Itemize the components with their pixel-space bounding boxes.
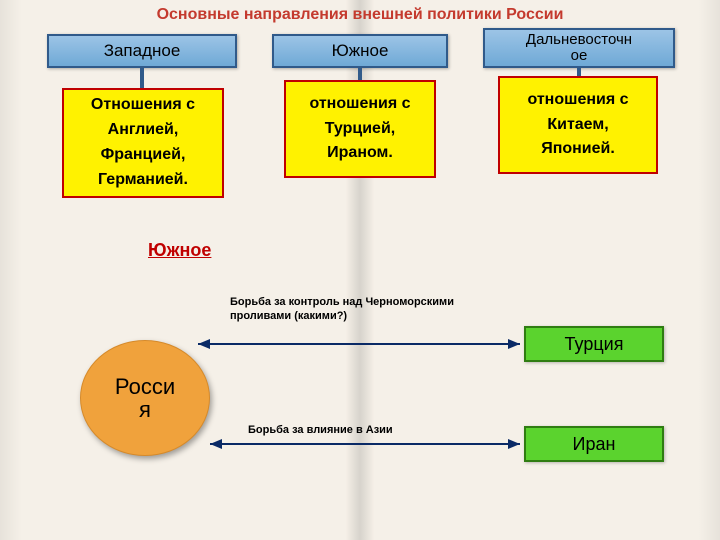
page-title: Основные направления внешней политики Ро… [0, 6, 720, 24]
section-subtitle: Южное [148, 240, 211, 261]
arrow-turkey [186, 332, 532, 356]
header-south: Южное [272, 34, 448, 68]
arrow-label-iran: Борьба за влияние в Азии [248, 424, 498, 438]
desc-west: Отношения с Англией, Францией, Германией… [62, 88, 224, 198]
node-russia: Росси я [80, 340, 210, 456]
desc-east: отношения с Китаем, Японией. [498, 76, 658, 174]
node-turkey: Турция [524, 326, 664, 362]
header-east: Дальневосточн ое [483, 28, 675, 68]
header-west: Западное [47, 34, 237, 68]
node-iran: Иран [524, 426, 664, 462]
arrow-label-turkey: Борьба за контроль над Черноморскими про… [230, 296, 500, 324]
desc-south: отношения с Турцией, Ираном. [284, 80, 436, 178]
